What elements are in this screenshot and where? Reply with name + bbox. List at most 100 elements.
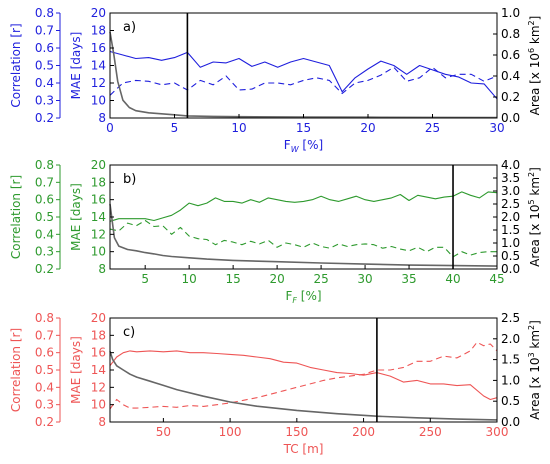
mae-tick-label: 18	[91, 175, 106, 189]
area-tick-label: 0.8	[501, 27, 520, 41]
corr-tick-label: 0.7	[35, 24, 54, 38]
mae-tick-label: 12	[91, 76, 106, 90]
x-tick-label: 15	[225, 272, 240, 286]
x-tick-label: 0	[106, 121, 114, 135]
x-tick-label: 35	[401, 272, 416, 286]
mae-tick-label: 12	[91, 227, 106, 241]
panel-label: a)	[123, 20, 136, 35]
corr-tick-label: 0.2	[35, 111, 54, 125]
corr-tick-label: 0.6	[35, 41, 54, 55]
area-tick-label: 0.0	[501, 262, 520, 276]
mae-tick-label: 8	[98, 111, 106, 125]
area-tick-label: 1.0	[501, 236, 520, 250]
corr-tick-label: 0.8	[35, 6, 54, 20]
panel-label: c)	[123, 325, 135, 340]
mae-tick-label: 14	[91, 210, 106, 224]
corr-tick-label: 0.6	[35, 346, 54, 360]
mae-tick-label: 20	[91, 6, 106, 20]
corr-axis-label: Correlation [r]	[9, 175, 23, 259]
mae-tick-label: 8	[98, 262, 106, 276]
x-tick-label: 200	[352, 425, 375, 439]
series-line-area	[109, 203, 498, 267]
corr-tick-label: 0.3	[35, 398, 54, 412]
area-tick-label: 1.5	[501, 223, 520, 237]
mae-axis-label: MAE [days]	[69, 32, 83, 100]
corr-tick-label: 0.3	[35, 245, 54, 259]
area-axis-label: Area [x 103 km2]	[527, 320, 542, 420]
mae-tick-label: 20	[91, 311, 106, 325]
series-line-solid	[109, 50, 498, 100]
mae-tick-label: 14	[91, 363, 106, 377]
mae-tick-label: 18	[91, 328, 106, 342]
x-axis-label: FF [%]	[285, 289, 321, 305]
area-tick-label: 1.5	[501, 353, 520, 367]
x-tick-label: 15	[296, 121, 311, 135]
panel-2: b) 5 10 15 20 25 30 35 40 45 FF [%] 8 10 12 14 16 18 20 MA…	[9, 158, 542, 305]
x-tick-label: 10	[182, 272, 197, 286]
corr-tick-label: 0.6	[35, 193, 54, 207]
x-tick-label: 250	[419, 425, 442, 439]
area-tick-label: 3.5	[501, 171, 520, 185]
series-line-solid	[109, 350, 498, 401]
corr-tick-label: 0.4	[35, 76, 54, 90]
corr-axis-label: Correlation [r]	[9, 328, 23, 412]
mae-tick-label: 10	[91, 245, 106, 259]
corr-tick-label: 0.7	[35, 175, 54, 189]
series-line-dashed	[109, 341, 498, 410]
area-tick-label: 0.4	[501, 69, 520, 83]
corr-axis-label: Correlation [r]	[9, 23, 23, 107]
mae-tick-label: 14	[91, 59, 106, 73]
series-line-dashed	[109, 219, 497, 258]
series-line-area	[109, 351, 498, 421]
area-tick-label: 3.0	[501, 184, 520, 198]
x-tick-label: 25	[425, 121, 440, 135]
x-tick-label: 50	[156, 425, 171, 439]
area-tick-label: 0.2	[501, 90, 520, 104]
series-line-area	[109, 31, 498, 119]
mae-tick-label: 16	[91, 346, 106, 360]
x-tick-label: 45	[489, 272, 504, 286]
x-tick-label: 30	[489, 121, 504, 135]
corr-tick-label: 0.5	[35, 363, 54, 377]
area-tick-label: 2.0	[501, 332, 520, 346]
x-tick-label: 5	[141, 272, 149, 286]
area-tick-label: 2.5	[501, 311, 520, 325]
series-line-solid	[109, 191, 498, 222]
x-tick-label: 150	[285, 425, 308, 439]
corr-tick-label: 0.5	[35, 59, 54, 73]
mae-axis-label: MAE [days]	[69, 336, 83, 404]
corr-tick-label: 0.8	[35, 158, 54, 172]
x-tick-label: 25	[313, 272, 328, 286]
series-line-dashed	[109, 66, 498, 96]
corr-tick-label: 0.2	[35, 415, 54, 429]
mae-tick-label: 18	[91, 24, 106, 38]
x-tick-label: 20	[269, 272, 284, 286]
panel-1: a) 0 5 10 15 20 25 30 FW [%] 8 10 12 14 16 18 20 MAE [da…	[9, 6, 542, 154]
area-axis-label: Area [x 106 km2]	[527, 16, 542, 116]
corr-tick-label: 0.7	[35, 328, 54, 342]
area-tick-label: 4.0	[501, 158, 520, 172]
x-axis-label: FW [%]	[284, 138, 323, 154]
mae-tick-label: 8	[98, 415, 106, 429]
corr-tick-label: 0.4	[35, 227, 54, 241]
corr-tick-label: 0.5	[35, 210, 54, 224]
x-tick-label: 300	[486, 425, 509, 439]
area-tick-label: 0.0	[501, 111, 520, 125]
mae-tick-label: 12	[91, 380, 106, 394]
x-tick-label: 20	[360, 121, 375, 135]
plot-frame	[109, 164, 498, 270]
area-tick-label: 0.5	[501, 249, 520, 263]
mae-tick-label: 20	[91, 158, 106, 172]
x-tick-label: 30	[357, 272, 372, 286]
mae-tick-label: 16	[91, 193, 106, 207]
area-tick-label: 1.0	[501, 6, 520, 20]
area-tick-label: 2.5	[501, 197, 520, 211]
corr-tick-label: 0.2	[35, 262, 54, 276]
area-tick-label: 1.0	[501, 373, 520, 387]
corr-tick-label: 0.3	[35, 94, 54, 108]
corr-tick-label: 0.4	[35, 380, 54, 394]
mae-axis-label: MAE [days]	[69, 183, 83, 251]
mae-tick-label: 10	[91, 94, 106, 108]
area-axis-label: Area [x 105 km2]	[527, 167, 542, 267]
